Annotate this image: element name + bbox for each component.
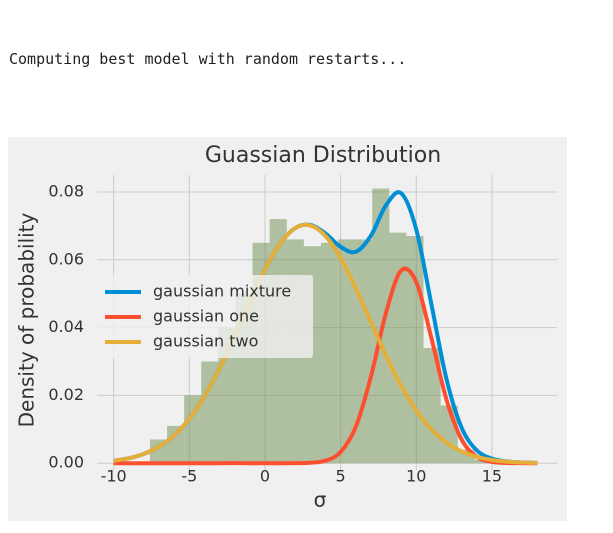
histogram-bar (201, 361, 219, 464)
x-tick-label: 0 (260, 467, 270, 486)
x-tick-label: 5 (336, 467, 346, 486)
legend-label: gaussian one (153, 307, 259, 326)
x-axis-label: σ (314, 488, 327, 512)
y-tick-label: 0.00 (48, 453, 84, 472)
y-axis-label: Density of probability (15, 212, 39, 427)
y-tick-label: 0.06 (48, 249, 84, 268)
y-tick-label: 0.04 (48, 317, 84, 336)
histogram-bar (320, 242, 339, 464)
histogram-bar (184, 395, 202, 464)
legend: gaussian mixture gaussian one gaussian two (97, 275, 313, 358)
x-tick-label: 10 (406, 467, 426, 486)
legend-box (97, 275, 313, 358)
histogram-bar (355, 239, 373, 464)
y-tick-label: 0.08 (48, 181, 84, 200)
x-tick-label: 15 (482, 467, 502, 486)
legend-label: gaussian mixture (153, 282, 291, 301)
density-line (113, 266, 538, 466)
density-line (113, 222, 538, 465)
y-tick-label: 0.02 (48, 385, 84, 404)
legend-label: gaussian two (153, 332, 258, 351)
chart-title: Guassian Distribution (205, 143, 441, 168)
x-tick-label: -10 (101, 467, 127, 486)
x-tick-label: -5 (181, 467, 197, 486)
output-line: Computing best model with random restart… (9, 50, 407, 68)
histogram-bar (338, 239, 356, 464)
